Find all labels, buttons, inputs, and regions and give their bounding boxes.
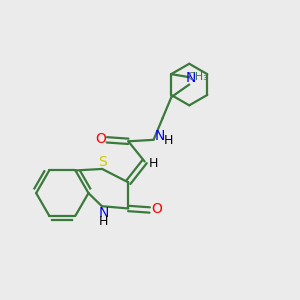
Text: N: N <box>185 71 196 85</box>
Text: H: H <box>164 134 173 147</box>
Text: CH₃: CH₃ <box>187 71 208 82</box>
Text: N: N <box>155 129 165 143</box>
Text: N: N <box>98 206 109 220</box>
Text: S: S <box>98 155 107 170</box>
Text: H: H <box>99 215 108 228</box>
Text: O: O <box>95 132 106 146</box>
Text: O: O <box>151 202 162 216</box>
Text: H: H <box>148 158 158 170</box>
